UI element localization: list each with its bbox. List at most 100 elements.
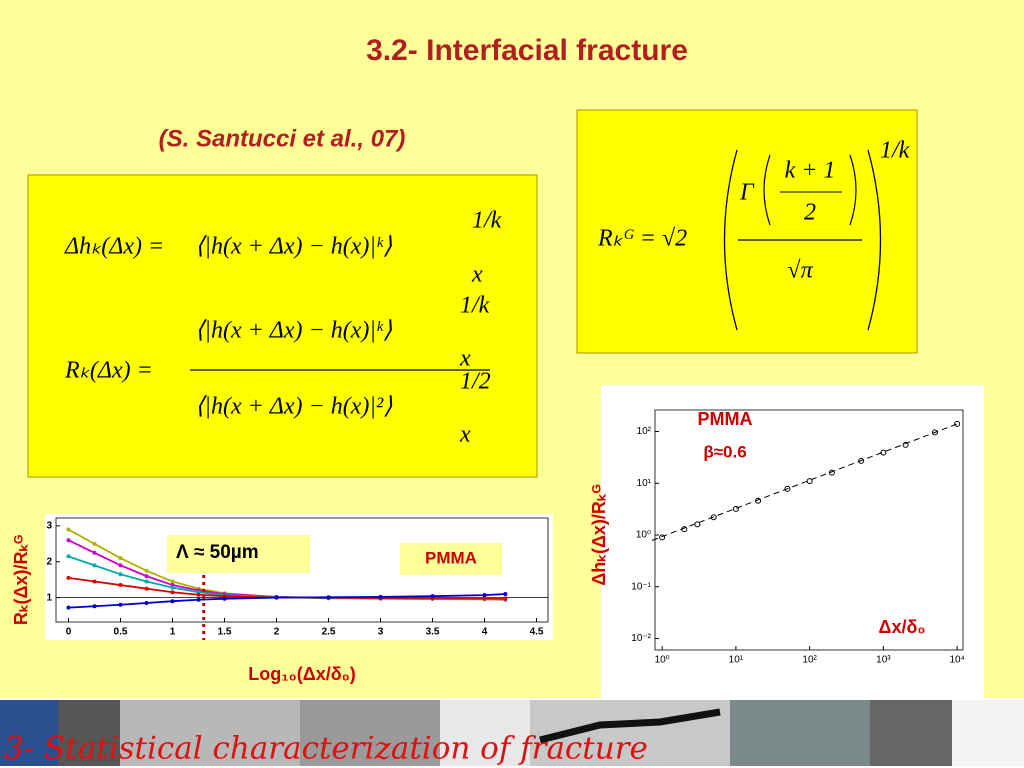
x-tick-label: 10¹ (729, 655, 744, 666)
series-point (118, 572, 123, 577)
series-point (196, 597, 201, 602)
data-point (828, 469, 835, 476)
series-point (222, 596, 227, 601)
figure-frame (601, 385, 984, 698)
series-point (92, 563, 97, 568)
root-pi: √π (787, 258, 813, 284)
formula-lhs: Rₖᴳ = √2 (597, 226, 687, 252)
annotation-box (400, 543, 502, 575)
x-tick-label: 10⁰ (655, 655, 670, 666)
fraction-numerator: k + 1 (785, 158, 836, 184)
series-point (66, 554, 71, 559)
series-point (66, 575, 71, 580)
paren (763, 154, 771, 226)
photo (300, 700, 440, 766)
series-point (66, 527, 71, 532)
y-tick-label: 10⁻¹ (631, 581, 651, 592)
paren (849, 154, 857, 226)
fit-line (651, 423, 958, 541)
annotation: Λ ≈ 50µm (176, 542, 259, 563)
x-axis-label: Log₁₀(Δx/δ₀) (248, 664, 356, 684)
formula-sup: 1/k (880, 138, 910, 164)
series-point (66, 538, 71, 543)
series-point (196, 592, 201, 597)
footer-title: 3- Statistical characterization of fract… (4, 731, 648, 767)
series-point (482, 595, 487, 600)
formula-numerator: ⟨|h(x + Δx) − h(x)|ᵏ⟩ (195, 318, 393, 344)
series-point (378, 594, 383, 599)
plot-frame (55, 517, 549, 623)
data-point (902, 441, 909, 448)
series-point (326, 595, 331, 600)
x-tick-label: 1 (170, 627, 176, 638)
y-tick-label: 10⁰ (636, 530, 651, 541)
series-point (503, 596, 508, 601)
photo (120, 700, 300, 766)
x-tick-label: 0 (66, 627, 72, 638)
formula-box (27, 174, 538, 478)
formula-sub: x (459, 346, 471, 372)
data-point (880, 449, 887, 456)
annotation: PMMA (698, 409, 753, 429)
y-axis-label: Rₖ(Δx)/Rₖᴳ (11, 535, 31, 625)
photo (870, 700, 952, 766)
series-point (118, 563, 123, 568)
data-point (694, 521, 701, 528)
series-point (118, 602, 123, 607)
photo (730, 700, 870, 766)
x-tick-label: 1.5 (218, 627, 232, 638)
data-point (784, 485, 791, 492)
series-point (144, 574, 149, 579)
series-point (170, 590, 175, 595)
series-point (144, 579, 149, 584)
formula-sup: 1/k (460, 293, 490, 319)
formula-sup: 1/k (472, 208, 502, 234)
series-point (92, 541, 97, 546)
formula-sup: 1/2 (460, 369, 491, 395)
formula-lhs: Δhₖ(Δx) = (64, 234, 164, 260)
data-point (954, 420, 961, 427)
series-point (170, 579, 175, 584)
formula-sub: x (459, 422, 471, 448)
series-point (92, 579, 97, 584)
formula-sub: x (471, 262, 483, 288)
series-point (144, 586, 149, 591)
data-point (931, 429, 938, 436)
y-tick-label: 10¹ (637, 478, 652, 489)
y-tick-label: 3 (46, 521, 52, 532)
formula-lhs: Rₖ(Δx) = (64, 358, 153, 384)
y-tick-label: 2 (46, 556, 52, 567)
citation: (S. Santucci et al., 07) (159, 125, 406, 152)
y-tick-label: 10² (637, 426, 652, 437)
slide-title: 3.2- Interfacial fracture (366, 34, 688, 67)
x-tick-label: 10⁴ (949, 655, 964, 666)
annotation: PMMA (425, 548, 477, 567)
plot-frame (654, 409, 964, 651)
series-point (482, 593, 487, 598)
series-point (92, 550, 97, 555)
x-tick-label: 10² (802, 655, 817, 666)
data-point (710, 514, 717, 521)
x-tick-label: 2.5 (322, 627, 336, 638)
series-point (170, 585, 175, 590)
series-point (503, 592, 508, 597)
series-point (118, 556, 123, 561)
paren (867, 149, 882, 331)
annotation: β≈0.6 (703, 442, 746, 461)
logo (952, 700, 1024, 766)
x-tick-label: 0.5 (114, 627, 128, 638)
fraction-denominator: 2 (804, 200, 816, 226)
paren (723, 149, 738, 331)
photo (58, 700, 120, 766)
series-point (430, 594, 435, 599)
figure-frame (45, 514, 553, 640)
series-point (118, 583, 123, 588)
x-tick-label: 4.5 (530, 627, 544, 638)
x-axis-label: Δx/δ₀ (879, 617, 926, 637)
annotation-box (167, 535, 310, 573)
photo (440, 700, 530, 766)
formula-box (576, 109, 918, 354)
y-axis-label: Δhₖ(Δx)/Rₖᴳ (589, 484, 609, 585)
series-point (170, 599, 175, 604)
